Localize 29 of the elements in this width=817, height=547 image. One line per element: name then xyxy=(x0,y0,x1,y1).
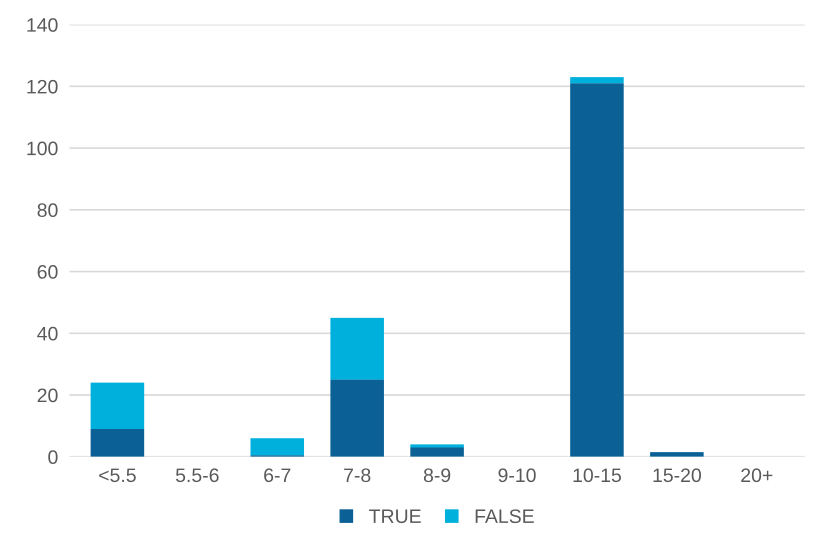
bar xyxy=(570,77,624,84)
x-tick-label: 9-10 xyxy=(498,468,536,482)
bar xyxy=(410,444,464,448)
y-tick-label: 60 xyxy=(38,265,58,279)
y-tick-label: 140 xyxy=(27,18,58,32)
legend-label: TRUE xyxy=(369,510,421,524)
bar xyxy=(570,83,624,457)
y-tick-label: 120 xyxy=(27,80,58,94)
bar xyxy=(410,447,464,457)
legend-label: FALSE xyxy=(476,509,534,524)
bar xyxy=(650,452,704,457)
x-tick-label: 7-8 xyxy=(344,468,370,482)
x-tick-label: 10-15 xyxy=(574,468,621,482)
y-tick-label: 40 xyxy=(37,326,58,341)
x-tick-label: 6-7 xyxy=(264,468,290,482)
bar xyxy=(90,428,144,457)
x-tick-label: 8-9 xyxy=(424,468,450,482)
x-tick-label: 20+ xyxy=(741,468,772,482)
bar xyxy=(330,318,384,380)
bar xyxy=(250,438,304,456)
y-tick-label: 80 xyxy=(38,203,58,218)
bar xyxy=(90,382,144,429)
y-tick-label: 0 xyxy=(48,450,58,464)
x-tick-label: <5.5 xyxy=(99,468,136,482)
x-tick-label: 15-20 xyxy=(653,468,701,482)
x-tick-label: 5.5-6 xyxy=(176,468,219,482)
bar xyxy=(330,380,384,457)
y-tick-label: 100 xyxy=(27,142,58,156)
y-tick-label: 20 xyxy=(38,388,58,402)
